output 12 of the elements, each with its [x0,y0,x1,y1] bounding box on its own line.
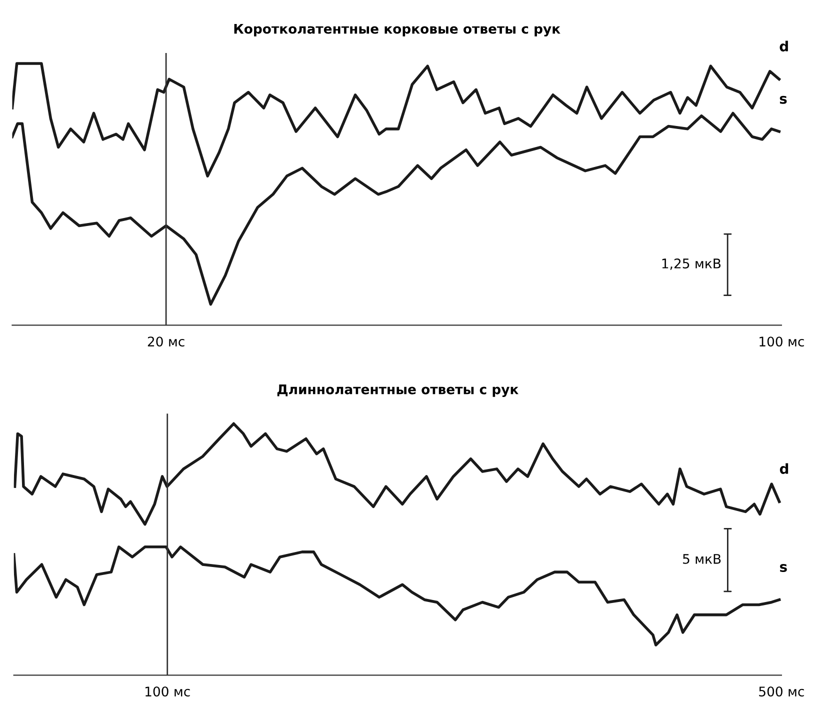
annotation: 5 мкВ [683,554,721,564]
x-tick-label: 100 мс [760,336,804,347]
series-label: s [780,564,787,572]
x-tick-label: 20 мс [148,336,184,347]
x-tick-label: 500 мс [759,686,804,697]
series-label: d [780,463,788,474]
series-label: d [780,40,788,52]
annotation: 1,25 мкВ [662,258,721,270]
x-tick-label: 100 мс [146,686,190,697]
series-label: s [780,96,787,104]
chart-title: Коротколатентные корковые ответы с рук [234,24,560,36]
chart-title: Длиннолатентные ответы с рук [277,384,518,397]
